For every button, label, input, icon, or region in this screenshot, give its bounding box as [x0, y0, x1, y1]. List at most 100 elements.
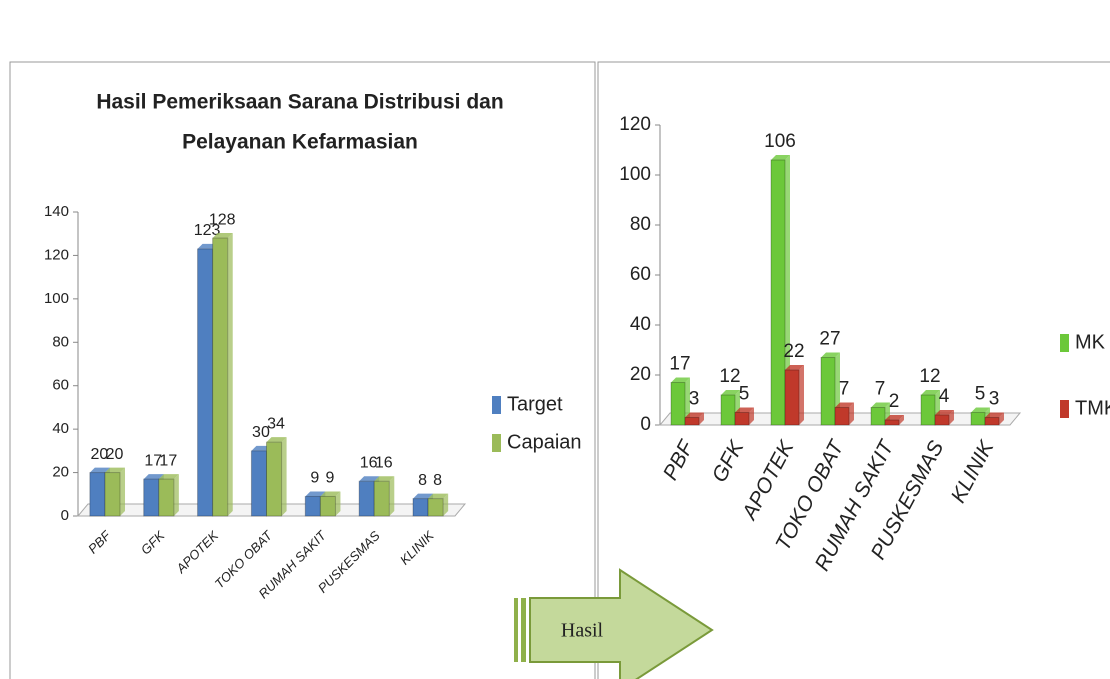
bar	[358, 480, 375, 517]
bar-top	[985, 412, 1004, 418]
arrow: Hasil	[514, 568, 714, 679]
data-label: 9	[325, 470, 334, 487]
bar	[820, 357, 836, 426]
y-tick-label: 60	[630, 264, 651, 285]
chart-frame	[9, 61, 596, 679]
bar	[734, 412, 750, 426]
bar	[684, 417, 700, 426]
data-label: 22	[783, 341, 804, 362]
bar-side	[799, 365, 804, 425]
bar-top	[197, 243, 218, 249]
bar-top	[320, 491, 341, 497]
bar-top	[412, 493, 434, 499]
data-label: 27	[819, 329, 840, 350]
data-label: 8	[433, 472, 442, 489]
legend-swatch	[492, 434, 501, 452]
bar	[143, 478, 160, 517]
data-label: 16	[360, 454, 378, 471]
bar-side	[749, 407, 754, 425]
bar-top	[89, 467, 110, 473]
bar	[970, 412, 986, 426]
bar	[412, 498, 429, 517]
bar	[670, 382, 686, 426]
bar-top	[935, 410, 954, 415]
arrow-label: Hasil	[561, 620, 604, 642]
y-tick-label: 0	[61, 507, 69, 524]
y-tick-label: 40	[630, 314, 651, 335]
bar-top	[735, 407, 754, 413]
data-label: 4	[939, 386, 950, 407]
bar-side	[899, 415, 904, 425]
data-label: 5	[739, 384, 750, 405]
arrow-shape	[529, 568, 714, 679]
y-tick-label: 100	[44, 290, 69, 307]
bar	[770, 159, 786, 426]
bar	[212, 237, 229, 517]
bar-top	[251, 445, 272, 451]
bar	[934, 414, 950, 426]
bar-top	[671, 377, 690, 383]
data-label: 5	[975, 384, 986, 405]
y-tick-label: 0	[640, 414, 651, 435]
bar	[920, 394, 936, 426]
bar-side	[227, 233, 233, 517]
bar-side	[785, 155, 790, 425]
chart-frame	[597, 61, 1110, 679]
bar	[720, 394, 736, 426]
y-tick-label: 60	[52, 377, 69, 394]
data-label: 7	[875, 379, 886, 400]
data-label: 3	[689, 389, 700, 410]
bar	[104, 472, 121, 517]
bar-top	[428, 493, 449, 499]
data-label: 123	[194, 222, 221, 239]
data-label: 12	[719, 366, 740, 387]
y-tick-label: 120	[44, 246, 69, 263]
bar	[266, 441, 283, 517]
data-label: 8	[418, 472, 427, 489]
bar-side	[281, 437, 287, 516]
bar	[304, 495, 321, 517]
bar	[834, 407, 850, 426]
bar-top	[785, 365, 804, 370]
bar-top	[685, 412, 704, 418]
arrow-stripe	[521, 598, 526, 662]
bar	[319, 495, 336, 517]
data-label: 7	[839, 379, 850, 400]
bar-top	[158, 474, 179, 480]
data-label: 3	[989, 389, 1000, 410]
bar	[373, 480, 390, 517]
bar-side	[999, 412, 1004, 425]
legend-label: Target	[507, 393, 563, 415]
legend-label: MK	[1075, 331, 1106, 353]
bar-top	[212, 233, 233, 239]
bar	[197, 248, 214, 517]
legend-swatch	[492, 396, 501, 414]
bar-top	[771, 155, 790, 160]
chart-title: Pelayanan Kefarmasian	[182, 131, 418, 154]
bar-top	[885, 415, 904, 420]
bar-side	[443, 493, 449, 516]
legend-label: TMK	[1075, 397, 1110, 419]
bar-top	[359, 476, 380, 482]
bar-side	[699, 412, 704, 425]
bar	[984, 417, 1000, 426]
y-tick-label: 40	[52, 420, 69, 437]
bar-side	[120, 467, 126, 516]
data-label: 128	[209, 211, 236, 228]
bar-top	[143, 474, 164, 480]
bar-top	[821, 352, 840, 358]
data-label: 106	[764, 131, 796, 152]
data-label: 34	[267, 415, 285, 432]
y-tick-label: 20	[52, 464, 69, 481]
bar-side	[849, 402, 854, 425]
bar	[427, 498, 444, 517]
bar-top	[835, 402, 854, 408]
bar-side	[389, 476, 395, 516]
legend-swatch	[1060, 400, 1069, 418]
y-tick-label: 80	[630, 214, 651, 235]
bar-top	[266, 437, 287, 443]
data-label: 2	[889, 391, 900, 412]
arrow-stripe	[514, 598, 518, 662]
data-label: 9	[310, 470, 319, 487]
